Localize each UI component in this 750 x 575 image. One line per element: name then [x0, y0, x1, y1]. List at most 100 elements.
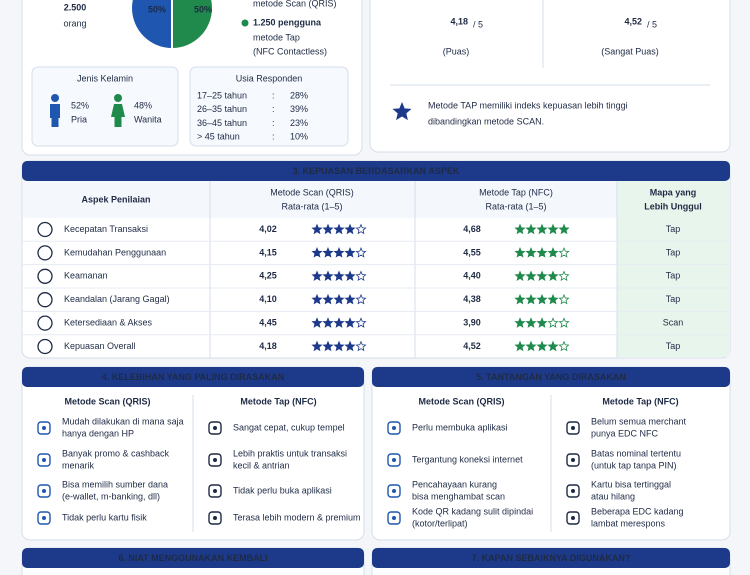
star [333, 223, 345, 235]
icon-dot [213, 516, 217, 520]
star [322, 270, 334, 282]
star [311, 270, 323, 282]
row-icon [37, 221, 53, 238]
age-range: 26–35 tahun [197, 104, 247, 114]
section-header [22, 161, 730, 181]
subcard [189, 66, 349, 147]
star [514, 317, 526, 328]
legend-dot [241, 19, 249, 27]
star [355, 223, 367, 235]
tap-value: 4,52 [463, 341, 481, 351]
person-body [111, 104, 125, 117]
star [514, 293, 526, 305]
star [322, 223, 334, 235]
star [322, 317, 334, 328]
icon [37, 453, 51, 467]
section-header [372, 367, 730, 387]
scan-value: 4,25 [259, 271, 277, 281]
age-colon: : [272, 90, 275, 100]
pie-label: 50% [194, 4, 212, 14]
scan-value: 4,15 [259, 247, 277, 257]
table-header: Mapa yang [650, 187, 697, 197]
star [547, 223, 559, 235]
row-icon [37, 315, 53, 331]
item-text: Banyak promo & cashback [62, 448, 170, 458]
star-rating [311, 340, 367, 352]
person-body [50, 104, 60, 118]
star [355, 270, 367, 282]
icon [566, 421, 580, 435]
aspect-name: Keamanan [64, 271, 108, 281]
score: 4,18 [450, 16, 468, 26]
column-title: Metode Scan (QRIS) [418, 396, 504, 406]
pie-scan [132, 0, 172, 48]
star [536, 293, 548, 305]
icon-dot [213, 426, 217, 430]
item-text: (kotor/terlipat) [412, 518, 468, 528]
icon [387, 511, 401, 525]
score: 4,52 [624, 16, 642, 26]
tap-value: 3,90 [463, 317, 481, 327]
item-text: Pencahayaan kurang [412, 479, 497, 489]
star [558, 317, 570, 328]
age-range: 36–45 tahun [197, 118, 247, 128]
scan-value: 4,18 [259, 341, 277, 351]
score-scale: / 5 [647, 19, 657, 29]
icon [566, 484, 580, 498]
table-header: Metode Tap (NFC) [479, 187, 553, 197]
star [344, 293, 356, 305]
star [392, 101, 412, 121]
star [344, 223, 356, 235]
tap-value: 4,40 [463, 271, 481, 281]
gender-label: Pria [71, 114, 87, 124]
best-method: Scan [663, 317, 684, 327]
star [344, 340, 356, 352]
item-text: Batas nominal tertentu [591, 448, 681, 458]
row-icon [37, 268, 53, 284]
item-text: Tidak perlu kartu fisik [62, 512, 147, 522]
item-text: Kartu bisa tertinggal [591, 479, 671, 489]
person-legs [51, 117, 59, 127]
star [536, 247, 548, 258]
star [355, 340, 367, 352]
star [344, 317, 356, 328]
star [344, 270, 356, 282]
icon [387, 421, 401, 435]
age-colon: : [272, 104, 275, 114]
legend-text: 1.250 pengguna [253, 17, 322, 27]
star [322, 293, 334, 305]
icon [566, 511, 580, 525]
item-text: (untuk tap tanpa PIN) [591, 460, 677, 470]
star [536, 317, 548, 328]
age-colon: : [272, 118, 275, 128]
icon-dot [42, 426, 46, 430]
star [311, 293, 323, 305]
star-rating [514, 340, 570, 352]
item-text: Kode QR kadang sulit dipindai [412, 506, 533, 516]
aspect-name: Ketersediaan & Akses [64, 317, 153, 327]
row-icon [37, 338, 53, 355]
icon-dot [392, 489, 396, 493]
item-text: Mudah dilakukan di mana saja [62, 416, 184, 426]
item-text: Tidak perlu buka aplikasi [233, 485, 332, 495]
icon-dot [571, 516, 575, 520]
legend-text: (NFC Contactless) [253, 46, 327, 56]
best-method: Tap [666, 294, 681, 304]
row-icon [37, 245, 53, 261]
star [322, 340, 334, 352]
item-text: punya EDC NFC [591, 428, 659, 438]
item-text: hanya dengan HP [62, 428, 134, 438]
table-subheader: Rata-rata (1–5) [281, 201, 342, 211]
star [333, 340, 345, 352]
star-rating [311, 247, 367, 258]
item-text: kecil & antrian [233, 460, 290, 470]
section-title: 4. KELEBIHAN YANG PALING DIRASAKAN [102, 372, 284, 382]
legend-text: metode Tap [253, 32, 300, 42]
item-text: atau hilang [591, 491, 635, 501]
subcard-title: Usia Responden [236, 73, 303, 83]
star [525, 317, 537, 328]
gender-percent: 52% [71, 100, 89, 110]
icon-dot [392, 516, 396, 520]
age-percent: 10% [290, 131, 308, 141]
best-method: Tap [666, 247, 681, 257]
